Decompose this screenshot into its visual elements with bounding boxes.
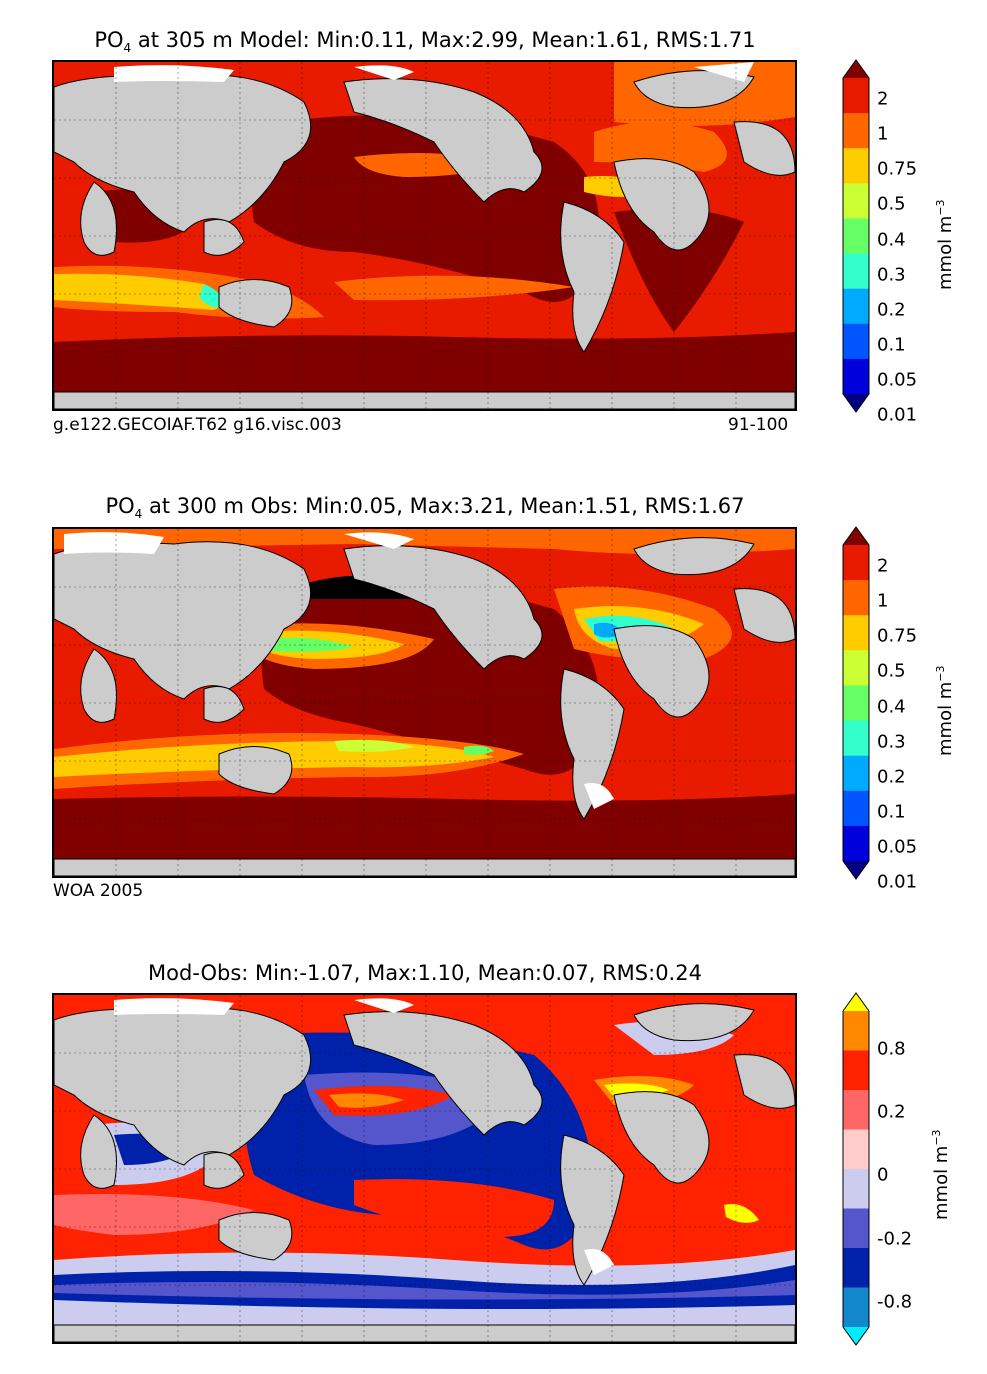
obs-map: [52, 527, 797, 878]
colorbar-tick-label: 0.05: [877, 836, 918, 858]
colorbar-segment: [843, 1090, 869, 1130]
colorbar-extend-max: [843, 60, 869, 78]
colorbar-segment: [843, 323, 869, 360]
no-data-patches: [64, 532, 614, 809]
colorbar-segment: [843, 288, 869, 325]
gridlines: [54, 529, 795, 876]
colorbar-tick-label: 0.75: [877, 625, 918, 647]
colorbar-tick-label: 1: [877, 123, 889, 145]
colorbar-tick-label: 0.4: [877, 696, 906, 717]
colorbar-segment: [843, 580, 869, 616]
colorbar-segment: [843, 78, 869, 114]
land-masses: [54, 537, 795, 876]
southern-ocean-region: [54, 332, 795, 409]
colorbar-extend-max: [843, 993, 869, 1011]
colorbar-extend-min: [843, 861, 869, 879]
colorbar-tick-label: 0.1: [877, 334, 906, 356]
colorbar-tick-label: -0.8: [877, 1291, 913, 1313]
colorbar-segment: [843, 358, 869, 395]
gridlines: [54, 995, 795, 1342]
model-map-title: PO4 at 305 m Model: Min:0.11, Max:2.99, …: [94, 28, 756, 56]
colorbar-segment: [843, 825, 869, 862]
colorbar-segment: [843, 720, 869, 757]
diff-map-title: Mod-Obs: Min:-1.07, Max:1.10, Mean:0.07,…: [148, 961, 702, 985]
colorbar-tick-label: 0.5: [877, 660, 906, 682]
colorbar-tick-label: 0.2: [877, 1101, 906, 1123]
gridlines: [54, 62, 795, 409]
colorbar-tick-label: 0.75: [877, 158, 918, 180]
colorbar-segment: [843, 183, 869, 219]
diff-colorbar: [842, 992, 870, 1346]
colorbar-tick-label: 0.5: [877, 193, 906, 215]
colorbar-segment: [843, 545, 869, 581]
colorbar-extend-min: [843, 1327, 869, 1345]
colorbar-tick-label: 0.3: [877, 731, 906, 753]
colorbar-tick-label: -0.2: [877, 1228, 913, 1250]
colorbar-segment: [843, 650, 869, 686]
colorbar-segment: [843, 253, 869, 290]
colorbar-segment: [843, 1208, 869, 1249]
land-masses: [54, 1003, 795, 1342]
colorbar-segment: [843, 113, 869, 149]
colorbar-segment: [843, 1248, 869, 1288]
colorbar-segment: [843, 1129, 869, 1170]
colorbar-segment: [843, 1287, 869, 1328]
colorbar-segment: [843, 218, 869, 255]
colorbar-segment: [843, 615, 869, 651]
diff-unit-label: mmol m−3: [930, 1129, 952, 1220]
colorbar-tick-label: 0.01: [877, 871, 918, 893]
obs-colorbar: [842, 526, 870, 880]
colorbar-segment: [843, 1011, 869, 1051]
model-map: [52, 60, 797, 411]
colorbar-tick-label: 0.01: [877, 404, 918, 426]
colorbar-segment: [843, 790, 869, 827]
dataset-label: WOA 2005: [53, 881, 144, 901]
colorbar-extend-max: [843, 527, 869, 545]
land-masses: [54, 70, 795, 409]
colorbar-tick-label: 0.2: [877, 299, 906, 321]
colorbar-tick-label: 0: [877, 1164, 889, 1186]
colorbar-tick-label: 0.8: [877, 1038, 906, 1060]
colorbar-segment: [843, 685, 869, 722]
obs-panel: PO4 at 300 m Obs: Min:0.05, Max:3.21, Me…: [52, 494, 956, 901]
run-name-label: g.e122.GECOIAF.T62 g16.visc.003: [53, 415, 342, 435]
colorbar-extend-min: [843, 394, 869, 412]
model-panel: PO4 at 305 m Model: Min:0.11, Max:2.99, …: [0, 0, 987, 460]
model-colorbar: [842, 59, 870, 413]
colorbar-tick-label: 0.3: [877, 264, 906, 286]
colorbar-segment: [843, 148, 869, 184]
years-label: 91-100: [728, 415, 789, 435]
obs-map-title: PO4 at 300 m Obs: Min:0.05, Max:3.21, Me…: [105, 494, 745, 522]
colorbar-segment: [843, 1050, 869, 1091]
diff-map: [52, 993, 797, 1344]
colorbar-tick-label: 0.05: [877, 369, 918, 391]
colorbar-tick-label: 2: [877, 88, 889, 110]
colorbar-tick-label: 1: [877, 590, 889, 612]
colorbar-tick-label: 0.2: [877, 766, 906, 788]
colorbar-tick-label: 0.4: [877, 229, 906, 250]
colorbar-tick-label: 0.1: [877, 801, 906, 823]
no-data-patches: [114, 998, 614, 1275]
colorbar-segment: [843, 755, 869, 792]
colorbar-tick-label: 2: [877, 555, 889, 577]
no-data-patches: [114, 62, 754, 82]
colorbar-segment: [843, 1169, 869, 1209]
